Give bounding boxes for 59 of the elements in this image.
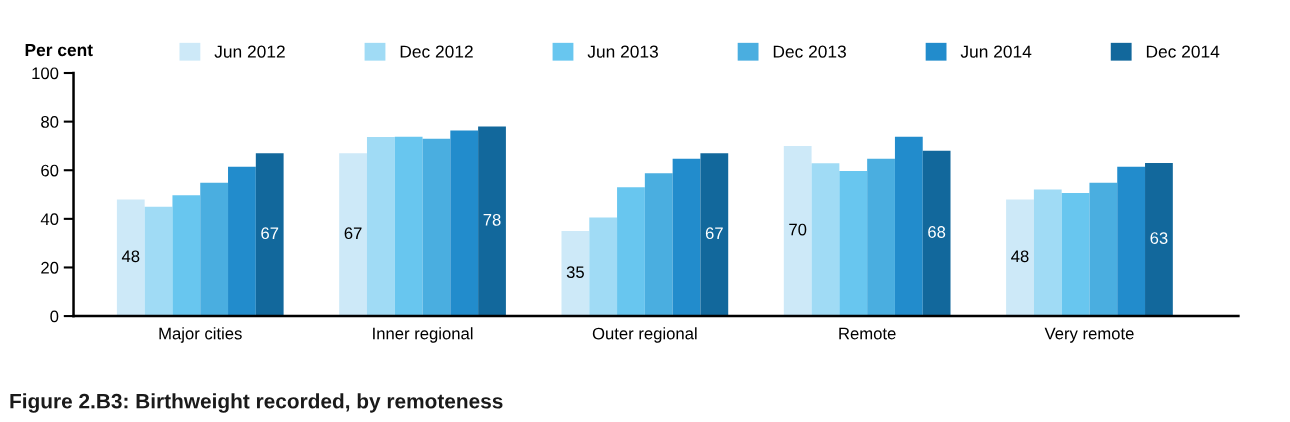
- y-tick-label: 40: [40, 213, 59, 226]
- bar: [894, 136, 923, 317]
- data-label: 67: [344, 227, 362, 240]
- bar: [1117, 166, 1146, 317]
- legend-label: Jun 2014: [960, 45, 1032, 58]
- bar: [1061, 193, 1090, 317]
- data-label: 48: [121, 250, 140, 263]
- x-tick-label: Outer regional: [592, 327, 697, 343]
- data-label: 67: [261, 227, 279, 240]
- bar: [422, 138, 451, 317]
- bar: [1033, 189, 1062, 317]
- bar: [700, 153, 729, 317]
- bar: [116, 199, 145, 317]
- bar: [450, 130, 479, 317]
- data-label: 67: [705, 227, 723, 240]
- legend-label: Dec 2013: [773, 45, 846, 58]
- bar: [1145, 162, 1173, 317]
- bar: [589, 217, 618, 317]
- bar: [561, 231, 590, 317]
- legend-label: Dec 2014: [1146, 45, 1220, 58]
- bar: [339, 153, 367, 317]
- x-tick-label: Inner regional: [373, 327, 473, 343]
- legend-label: Jun 2013: [587, 45, 658, 58]
- x-tick-label: Major cities: [159, 327, 242, 343]
- y-tick-label: 60: [41, 164, 59, 177]
- y-tick-label: 0: [50, 310, 59, 323]
- y-tick-label: 80: [41, 116, 59, 128]
- legend-label: Jun 2012: [214, 45, 285, 58]
- y-tick-label: 100: [32, 67, 59, 80]
- bar: [839, 170, 868, 317]
- legend-label: Dec 2012: [400, 45, 473, 58]
- bar: [478, 126, 506, 317]
- data-label: 48: [1011, 250, 1029, 263]
- bar: [617, 187, 645, 317]
- bar: [200, 182, 229, 317]
- bar: [1089, 182, 1118, 317]
- x-tick-label: Very remote: [1044, 327, 1134, 343]
- bar: [672, 158, 701, 317]
- x-tick-label: Remote: [839, 327, 896, 340]
- bar: [144, 206, 173, 317]
- bar: [922, 150, 951, 317]
- bar: [394, 136, 423, 317]
- bar: [255, 153, 284, 317]
- bar: [644, 173, 673, 317]
- y-axis-title: Per cent: [25, 44, 93, 57]
- text: Figure 2.B3: Birthweight recorded, by remoteness: [10, 393, 503, 413]
- bar: [228, 166, 256, 317]
- data-label: 35: [566, 266, 584, 279]
- data-label: 70: [789, 223, 807, 236]
- data-label: 78: [483, 213, 501, 226]
- bar: [1006, 199, 1034, 317]
- data-label: 68: [928, 226, 946, 238]
- bar: [783, 145, 812, 317]
- bar: [811, 163, 840, 317]
- y-tick-label: 20: [41, 261, 59, 274]
- bar: [366, 136, 395, 317]
- bar: [172, 195, 201, 317]
- bar: [867, 158, 895, 317]
- data-label: 63: [1150, 232, 1168, 244]
